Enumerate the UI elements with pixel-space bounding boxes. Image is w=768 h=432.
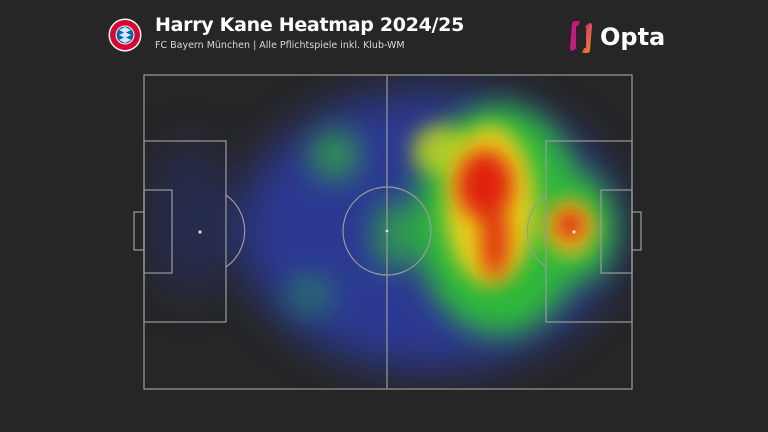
left-goal bbox=[133, 211, 145, 251]
page-subtitle: FC Bayern München | Alle Pflichtspiele i… bbox=[155, 40, 405, 51]
page-title: Harry Kane Heatmap 2024/25 bbox=[155, 14, 465, 36]
opta-logo: Opta bbox=[568, 20, 665, 54]
heat-high bbox=[457, 150, 584, 280]
left-penalty-arc bbox=[225, 194, 246, 268]
center-circle bbox=[342, 186, 432, 276]
center-spot bbox=[385, 229, 389, 233]
right-goal bbox=[631, 211, 642, 251]
heatmap-layer bbox=[150, 90, 620, 370]
fc-bayern-logo bbox=[108, 18, 142, 52]
opta-wordmark: Opta bbox=[600, 23, 666, 51]
opta-mark-icon bbox=[570, 21, 592, 53]
left-penalty-spot bbox=[198, 230, 202, 234]
right-penalty-spot bbox=[572, 230, 576, 234]
right-penalty-arc bbox=[526, 194, 547, 268]
